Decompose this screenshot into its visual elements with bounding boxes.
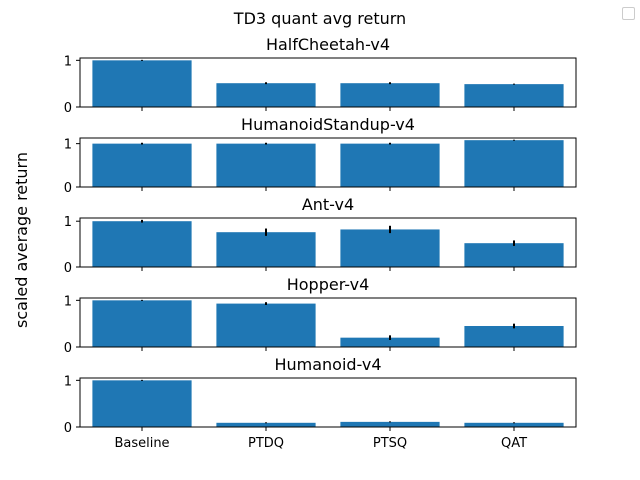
bar: [92, 221, 192, 267]
y-tick-label: 0: [64, 181, 72, 196]
bar: [464, 140, 564, 187]
bar: [464, 243, 564, 267]
bar: [92, 380, 192, 427]
bar: [340, 229, 440, 267]
y-tick-label: 1: [64, 294, 72, 309]
bar: [340, 421, 440, 427]
axes-frame: [79, 57, 577, 108]
bar: [216, 422, 316, 427]
y-tick-label: 0: [64, 341, 72, 356]
y-tick-label: 1: [64, 138, 72, 153]
y-tick-label: 0: [64, 421, 72, 436]
axes-frame: [79, 297, 577, 348]
subplot-title: HalfCheetah-v4: [266, 35, 390, 54]
bar: [464, 422, 564, 427]
subplot-panel: HumanoidStandup-v4 0 1: [64, 115, 577, 196]
subplots: HalfCheetah-v401HumanoidStandup-v401Ant-…: [64, 35, 577, 451]
chart-title: TD3 quant avg return: [233, 9, 406, 28]
subplot-title: Hopper-v4: [287, 275, 370, 294]
x-tick-label: Baseline: [114, 436, 169, 451]
bar: [464, 326, 564, 347]
bar: [92, 143, 192, 187]
bar: [216, 232, 316, 267]
bar: [92, 60, 192, 107]
bar: [340, 337, 440, 347]
subplot-panel: Humanoid-v4 0 1 Baseline PTDQ PTSQ QAT: [64, 355, 577, 451]
y-axis-label: scaled average return: [12, 152, 31, 328]
x-tick-label: QAT: [501, 436, 527, 451]
axes-frame: [79, 137, 577, 188]
bar: [216, 83, 316, 107]
subplot-panel: Hopper-v4 0 1: [64, 275, 577, 356]
subplot-panel: Ant-v4 0 1: [64, 195, 577, 276]
axes-frame: [79, 217, 577, 268]
subplot-title: HumanoidStandup-v4: [241, 115, 415, 134]
subplot-panel: HalfCheetah-v4 0 1: [64, 35, 577, 116]
legend: [622, 7, 635, 20]
bar: [216, 303, 316, 347]
y-tick-label: 1: [64, 54, 72, 69]
axes-frame: [79, 377, 577, 428]
y-tick-label: 1: [64, 215, 72, 230]
x-tick-label: PTSQ: [373, 436, 407, 451]
bar: [216, 143, 316, 187]
subplot-title: Humanoid-v4: [274, 355, 381, 374]
y-tick-label: 0: [64, 261, 72, 276]
y-tick-label: 0: [64, 101, 72, 116]
bar: [340, 83, 440, 107]
bar: [92, 300, 192, 347]
bar: [340, 143, 440, 187]
x-tick-label: PTDQ: [248, 436, 284, 451]
subplot-title: Ant-v4: [302, 195, 354, 214]
y-tick-label: 1: [64, 374, 72, 389]
bar: [464, 84, 564, 107]
